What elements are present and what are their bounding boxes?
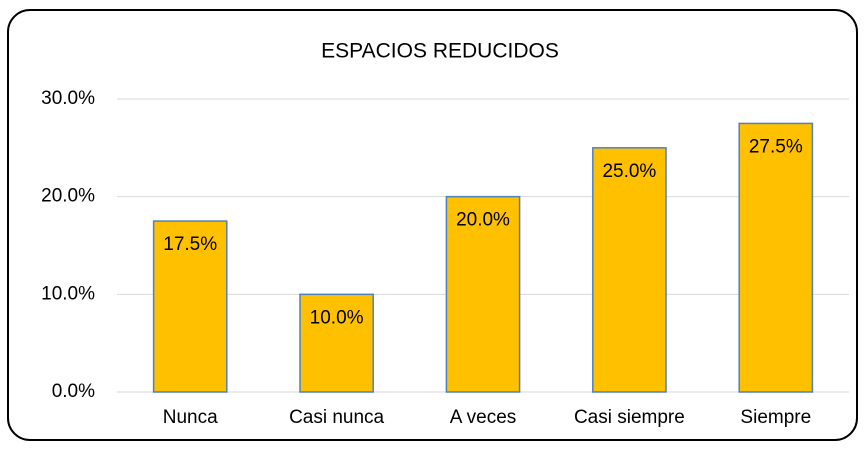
y-tick-label: 0.0% xyxy=(52,381,95,402)
chart-frame xyxy=(7,9,858,441)
x-tick-label: A veces xyxy=(450,407,517,428)
data-label: 25.0% xyxy=(602,161,656,182)
data-label: 17.5% xyxy=(163,234,217,255)
x-tick-label: Casi siempre xyxy=(574,407,685,428)
bar xyxy=(738,122,814,393)
bar xyxy=(592,147,667,393)
x-tick-label: Casi nunca xyxy=(289,407,384,428)
x-tick-label: Siempre xyxy=(740,407,811,428)
data-label: 10.0% xyxy=(310,307,364,328)
bar xyxy=(299,293,374,393)
chart-title: ESPACIOS REDUCIDOS xyxy=(321,40,559,63)
y-tick-label: 20.0% xyxy=(41,186,95,207)
y-tick-label: 30.0% xyxy=(41,88,95,109)
bar xyxy=(152,220,228,393)
data-label: 27.5% xyxy=(749,136,803,157)
x-tick-label: Nunca xyxy=(163,407,218,428)
y-tick-label: 10.0% xyxy=(41,283,95,304)
bar xyxy=(445,195,521,393)
data-label: 20.0% xyxy=(456,210,510,231)
